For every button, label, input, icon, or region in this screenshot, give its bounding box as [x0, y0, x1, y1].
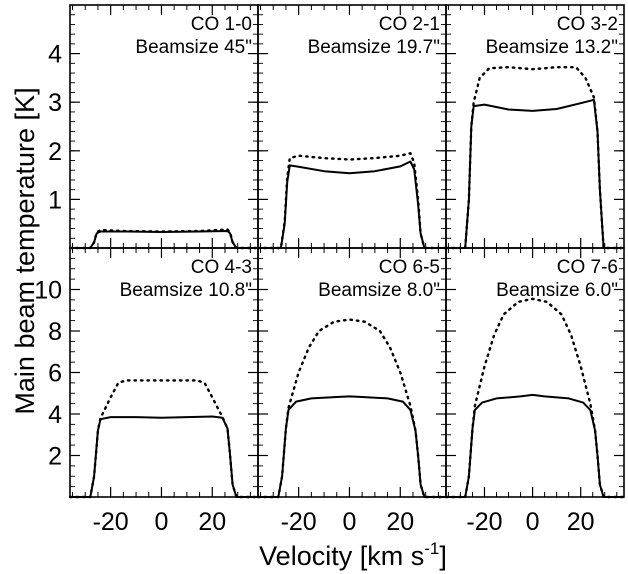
- x-tick-label: -20: [281, 508, 317, 536]
- panel-beamsize-label: Beamsize 45": [135, 37, 252, 58]
- y-tick-label: 6: [48, 360, 62, 388]
- dotted-profile-line: [444, 65, 626, 250]
- x-tick-label: 20: [198, 508, 226, 536]
- y-tick-label: 10: [34, 277, 62, 305]
- panel-beamsize-label: Beamsize 10.8": [120, 280, 252, 301]
- panel-transition-label: CO 4-3: [191, 257, 252, 278]
- y-tick-label: 4: [48, 401, 62, 429]
- x-axis-label: Velocity [km s-1]: [259, 539, 447, 571]
- y-tick-label: 4: [48, 41, 62, 69]
- x-tick-label: -20: [466, 508, 502, 536]
- y-axis-label: Main beam temperature [K]: [10, 87, 40, 414]
- panel-beamsize-label: Beamsize 8.0": [318, 280, 440, 301]
- panel-transition-label: CO 3-2: [557, 14, 618, 35]
- solid-profile-line: [70, 415, 258, 498]
- y-tick-label: 3: [48, 89, 62, 117]
- y-tick-label: 2: [48, 138, 62, 166]
- panel-transition-label: CO 7-6: [557, 257, 618, 278]
- panel-beamsize-label: Beamsize 13.2": [486, 37, 618, 58]
- solid-profile-line: [446, 393, 624, 498]
- dotted-profile-line: [256, 318, 448, 499]
- panel-beamsize-label: Beamsize 19.7": [308, 37, 440, 58]
- x-axis-label-main: Velocity [km s: [259, 541, 424, 571]
- solid-profile-line: [258, 160, 446, 249]
- x-tick-label: 0: [526, 508, 540, 536]
- panel-beamsize-label: Beamsize 6.0": [496, 280, 618, 301]
- solid-profile-line: [446, 98, 624, 249]
- x-tick-label: 0: [155, 508, 169, 536]
- x-axis-label-unit-exponent: -1: [424, 539, 439, 558]
- x-tick-label: 20: [386, 508, 414, 536]
- x-tick-label: -20: [93, 508, 129, 536]
- panel-transition-label: CO 2-1: [379, 14, 440, 35]
- x-tick-label: 20: [567, 508, 595, 536]
- solid-profile-line: [258, 395, 446, 498]
- y-tick-label: 1: [48, 186, 62, 214]
- panel-transition-label: CO 1-0: [191, 14, 252, 35]
- y-tick-label: 2: [48, 443, 62, 471]
- solid-profile-line: [70, 230, 258, 249]
- dotted-profile-line: [444, 297, 626, 499]
- panel-transition-label: CO 6-5: [379, 257, 440, 278]
- x-axis-label-end: ]: [439, 541, 447, 571]
- x-tick-label: 0: [343, 508, 357, 536]
- y-tick-label: 8: [48, 318, 62, 346]
